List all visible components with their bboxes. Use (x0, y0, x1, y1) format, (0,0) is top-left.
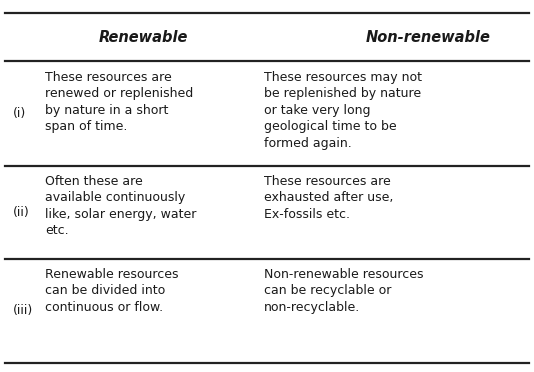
Text: Non-renewable: Non-renewable (366, 30, 491, 45)
Text: (i): (i) (13, 107, 27, 120)
Text: (iii): (iii) (13, 304, 34, 317)
Text: These resources may not
be replenished by nature
or take very long
geological ti: These resources may not be replenished b… (264, 71, 422, 150)
Text: These resources are
exhausted after use,
Ex-fossils etc.: These resources are exhausted after use,… (264, 175, 394, 221)
Text: Renewable: Renewable (99, 30, 188, 45)
Text: Renewable resources
can be divided into
continuous or flow.: Renewable resources can be divided into … (45, 268, 179, 314)
Text: Often these are
available continuously
like, solar energy, water
etc.: Often these are available continuously l… (45, 175, 197, 237)
Text: Non-renewable resources
can be recyclable or
non-recyclable.: Non-renewable resources can be recyclabl… (264, 268, 424, 314)
Text: These resources are
renewed or replenished
by nature in a short
span of time.: These resources are renewed or replenish… (45, 71, 194, 133)
Text: (ii): (ii) (13, 206, 30, 218)
